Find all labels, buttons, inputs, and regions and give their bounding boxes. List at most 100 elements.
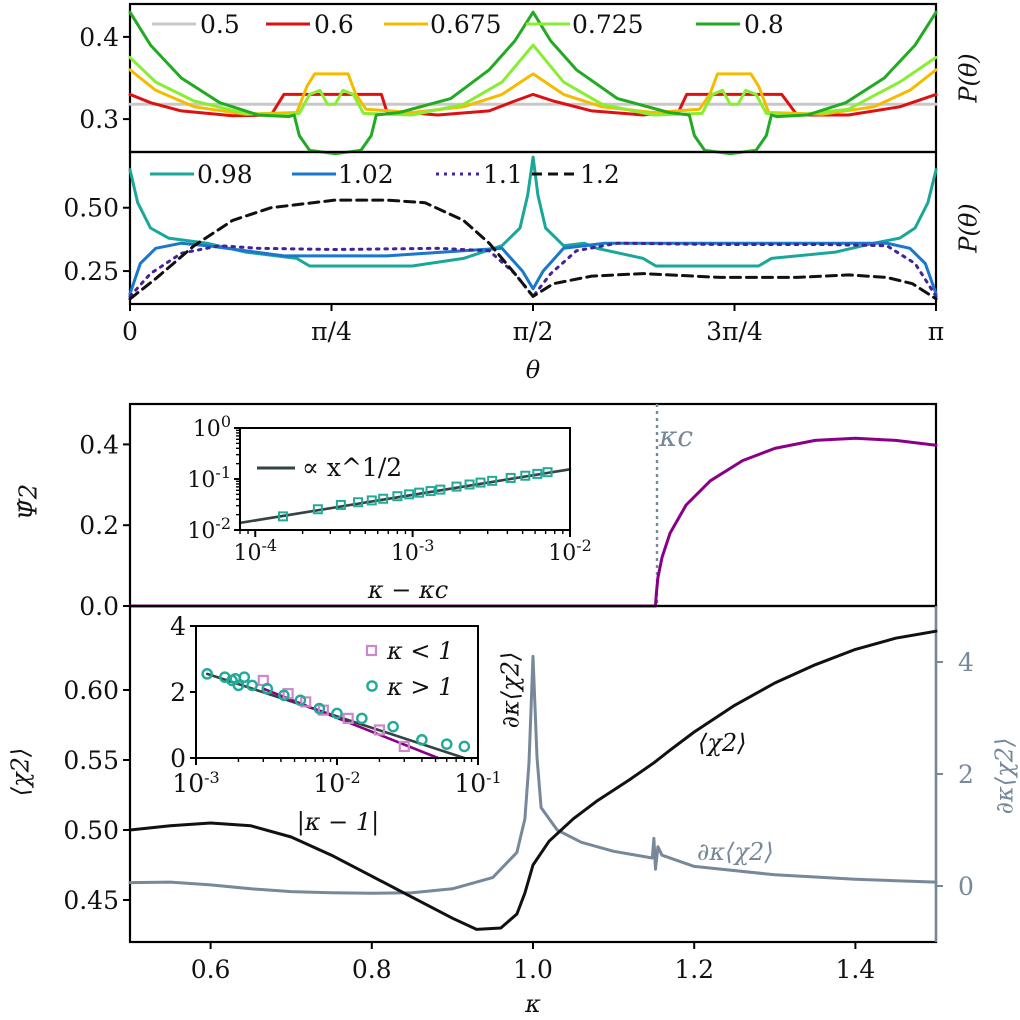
panel-d-ylabel: ⟨χ2⟩ — [7, 748, 35, 797]
ytick-label-0.4: 0.4 — [79, 430, 119, 459]
panel-d-xticks: 0.6 0.8 1.0 1.2 1.4 — [191, 942, 876, 984]
kappa-c-label: κc — [658, 420, 693, 453]
inset-d-point-gt — [387, 720, 399, 733]
dchi2-line — [128, 654, 938, 895]
panel-d-inset-xlabel: |κ − 1| — [297, 808, 380, 837]
panel-b: 0.25 0.50 0 π/4 π/2 3π/4 π θ P(θ) 0.98 1.02 1… — [63, 150, 983, 384]
series-line-k-0.675 — [128, 68, 938, 116]
xtick-label-0.8: 0.8 — [352, 955, 392, 984]
xtick-label-0: 0 — [122, 317, 138, 346]
inset-d-point-gt — [232, 679, 245, 692]
legend-label-1.02: 1.02 — [338, 160, 394, 189]
inset-d-point-gt — [238, 671, 251, 683]
legend-label-1.2: 1.2 — [580, 160, 620, 189]
panel-d-yticks-right: 0 2 4 — [936, 648, 974, 901]
panel-d-inset: 10-3 10-2 10-1 0 2 4 |κ − 1| κ < 1 κ > 1 — [170, 612, 502, 837]
legend-label-0.675: 0.675 — [430, 10, 502, 39]
xtick-label-1.0: 1.0 — [513, 955, 553, 984]
ytick-label-0: 0 — [170, 744, 186, 773]
series-line-k-0.8 — [128, 10, 938, 156]
xtick-label-1.2: 1.2 — [674, 955, 714, 984]
panel-c-inset: 10-4 10-3 10-2 10-2 10-1 100 κ − κc ∝ x^1/2 — [187, 412, 591, 604]
panel-a-ylabel: P(θ) — [955, 53, 983, 103]
inset-c-point — [353, 497, 364, 508]
panel-b-ylabel: P(θ) — [955, 203, 983, 253]
panel-a-legend: 0.5 0.6 0.675 0.725 0.8 — [152, 10, 784, 39]
panel-d: 0.45 0.50 0.55 0.60 0 2 4 0.6 0.8 1.0 1.2 1.4 κ ⟨… — [7, 604, 1019, 1018]
panel-d-inset-legend-label-gt: κ > 1 — [386, 673, 453, 701]
xtick-label-3π/4: 3π/4 — [706, 317, 763, 346]
inset-d-point-gt — [416, 734, 428, 746]
panel-c-inset-xlabel: κ − κc — [367, 576, 448, 604]
panel-c-ylabel: Ψ̂2 — [15, 484, 43, 520]
panel-d-inset-legend-square — [365, 644, 378, 657]
chi2-line — [128, 629, 938, 931]
ytick-label-0.4: 0.4 — [79, 23, 119, 52]
panel-c-series — [128, 436, 938, 608]
inset-c-point — [366, 495, 377, 506]
panel-d-inset-legend-circle — [366, 680, 378, 692]
legend-label-0.6: 0.6 — [314, 10, 354, 39]
inset-d-point-gt — [331, 707, 343, 720]
xtick-label-10^-3: 10-3 — [391, 536, 435, 566]
panel-d-inset-ticks: 10-3 10-2 10-1 0 2 4 — [170, 612, 502, 798]
inset-d-point-lt — [300, 696, 312, 708]
panel-a-series — [128, 10, 938, 156]
inset-d-point-gt — [246, 679, 258, 692]
inset-d-point-gt — [313, 702, 326, 715]
xtick-label-π: π — [928, 317, 944, 346]
inset-c-point — [414, 487, 425, 498]
panel-d-ylabel-right: ∂κ⟨χ2⟩ — [991, 738, 1019, 815]
inset-c-point — [505, 472, 516, 483]
xtick-label-10^-2: 10-2 — [548, 536, 592, 566]
panel-c-inset-series — [238, 467, 572, 525]
ytick-label-0.25: 0.25 — [63, 257, 119, 286]
ytick-label-2: 2 — [958, 760, 974, 789]
inset-d-point-gt — [278, 689, 290, 702]
panel-d-inset-legend-label-lt: κ < 1 — [386, 637, 453, 665]
inset-c-point — [335, 499, 346, 510]
xtick-label-1.4: 1.4 — [836, 955, 876, 984]
ytick-label-0.0: 0.0 — [79, 592, 119, 621]
ytick-label-0.50: 0.50 — [63, 194, 119, 223]
inset-d-point-gt — [458, 740, 471, 753]
panel-c: κc 0.0 0.2 0.4 Ψ̂2 10-4 10-3 10-2 10-2 10-1 100… — [15, 402, 938, 621]
ytick-label-0.2: 0.2 — [79, 511, 119, 540]
xtick-label-0.6: 0.6 — [191, 955, 231, 984]
ytick-label-0.55: 0.55 — [63, 746, 119, 775]
inset-c-point — [378, 493, 389, 504]
series-line-k-1.02 — [128, 241, 938, 296]
inset-d-point-gt — [261, 682, 274, 695]
panel-b-xlabel: θ — [526, 356, 541, 384]
ytick-label-2: 2 — [170, 678, 186, 707]
series-line-k-0.725 — [128, 43, 938, 117]
inset-c-point — [435, 484, 446, 495]
legend-label-0.8: 0.8 — [744, 10, 784, 39]
panel-d-series — [128, 629, 938, 931]
inset-d-point-gt — [294, 694, 307, 707]
psi2-line — [128, 436, 938, 608]
xtick-label-10^-4: 10-4 — [233, 536, 277, 566]
ytick-label-10^0: 100 — [193, 412, 231, 442]
xtick-label-10^-3: 10-3 — [172, 768, 219, 798]
panel-b-legend: 0.98 1.02 1.1 1.2 — [150, 160, 620, 189]
inset-c-point — [542, 467, 553, 478]
xtick-label-π/2: π/2 — [513, 317, 554, 346]
inset-d-point-lt — [373, 724, 386, 736]
ytick-label-4: 4 — [170, 612, 186, 641]
ytick-label-0.45: 0.45 — [63, 886, 119, 915]
ytick-label-10^-2: 10-2 — [187, 514, 231, 544]
legend-label-1.1: 1.1 — [483, 160, 523, 189]
dchi2-curve-label: ∂κ⟨χ2⟩ — [697, 838, 774, 866]
inset-d-point-gt — [440, 738, 453, 750]
inset-c-point — [475, 477, 486, 488]
inset-c-point — [392, 491, 403, 502]
inset-c-point — [277, 511, 288, 522]
xtick-label-10^-2: 10-2 — [313, 768, 360, 798]
panel-d-inset-series — [201, 668, 471, 760]
inset-d-point-lt — [398, 740, 410, 753]
inset-c-point — [464, 479, 475, 490]
inset-c-point — [425, 486, 436, 497]
inset-d-point-lt — [342, 712, 354, 725]
